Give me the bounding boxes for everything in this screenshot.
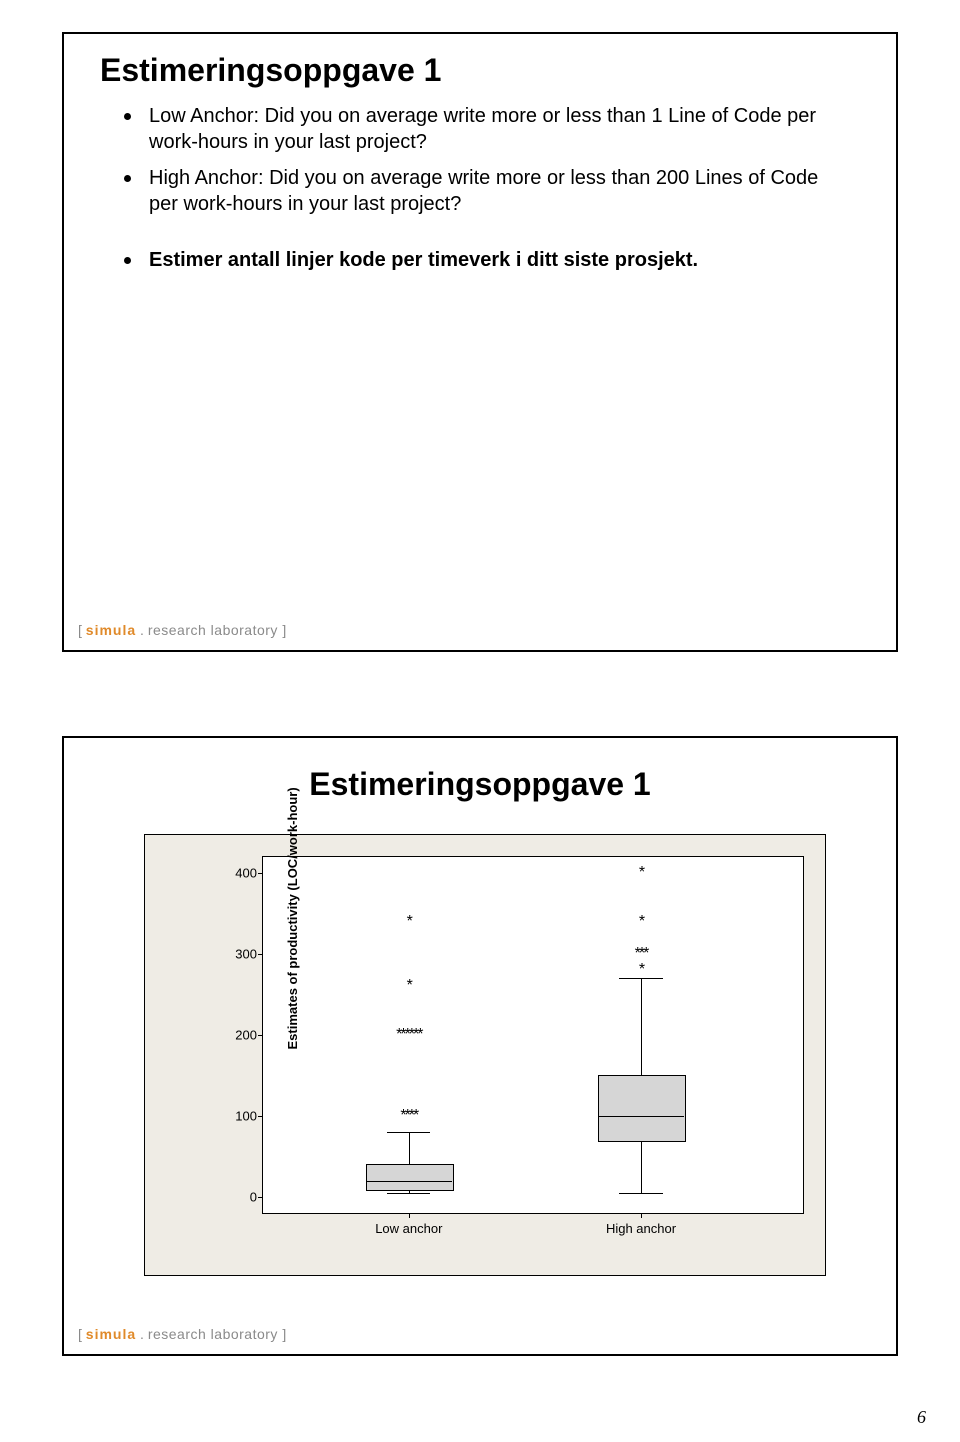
x-tick-mark xyxy=(409,1213,410,1218)
y-tick-label: 200 xyxy=(235,1028,257,1043)
outlier-marker: ****** xyxy=(396,1027,421,1043)
slide-1-bullets: Low Anchor: Did you on average write mor… xyxy=(124,103,848,273)
slide-1: Estimeringsoppgave 1 Low Anchor: Did you… xyxy=(62,32,898,652)
y-tick-label: 400 xyxy=(235,866,257,881)
y-tick-mark xyxy=(258,1197,263,1198)
bullet-dot-icon xyxy=(124,175,131,182)
whisker xyxy=(409,1132,410,1164)
box xyxy=(598,1075,686,1142)
whisker xyxy=(641,978,642,1075)
y-tick-label: 300 xyxy=(235,947,257,962)
logo-open: [ xyxy=(78,622,86,638)
outlier-marker: **** xyxy=(400,1108,417,1124)
whisker-cap xyxy=(619,1193,662,1194)
bullet-text: Estimer antall linjer kode per timeverk … xyxy=(149,247,698,273)
whisker-cap xyxy=(387,1132,430,1133)
bullet-dot-icon xyxy=(124,257,131,264)
whisker-cap xyxy=(619,978,662,979)
y-tick-mark xyxy=(258,873,263,874)
bullet-item: Estimer antall linjer kode per timeverk … xyxy=(124,247,848,273)
outlier-marker: *** xyxy=(635,946,648,962)
y-tick-label: 0 xyxy=(250,1189,257,1204)
logo-open: [ xyxy=(78,1326,86,1342)
outlier-marker: * xyxy=(639,865,643,881)
bullet-text: High Anchor: Did you on average write mo… xyxy=(149,165,848,217)
logo-rest: research laboratory ] xyxy=(148,622,287,638)
outlier-marker: * xyxy=(639,914,643,930)
boxplot-chart: Estimates of productivity (LOC/work-hour… xyxy=(144,834,824,1274)
brand-logo: [ simula . research laboratory ] xyxy=(78,622,287,638)
slide-2-title: Estimeringsoppgave 1 xyxy=(64,766,896,803)
box xyxy=(366,1164,454,1190)
page: Estimeringsoppgave 1 Low Anchor: Did you… xyxy=(0,0,960,1442)
logo-dot: . xyxy=(136,622,148,638)
slide-1-title: Estimeringsoppgave 1 xyxy=(100,52,896,89)
x-tick-label: Low anchor xyxy=(375,1221,442,1236)
logo-rest: research laboratory ] xyxy=(148,1326,287,1342)
whisker xyxy=(641,1140,642,1193)
outlier-marker: * xyxy=(407,978,411,994)
x-tick-label: High anchor xyxy=(606,1221,676,1236)
y-tick-mark xyxy=(258,1035,263,1036)
bullet-dot-icon xyxy=(124,113,131,120)
y-tick-mark xyxy=(258,954,263,955)
y-axis-label: Estimates of productivity (LOC/work-hour… xyxy=(285,787,300,1049)
outlier-marker: * xyxy=(407,914,411,930)
plot-area: Estimates of productivity (LOC/work-hour… xyxy=(262,856,804,1214)
y-tick-label: 100 xyxy=(235,1108,257,1123)
logo-brand: simula xyxy=(86,1326,136,1342)
page-number: 6 xyxy=(917,1407,926,1428)
x-tick-mark xyxy=(641,1213,642,1218)
whisker-cap xyxy=(387,1193,430,1194)
median-line xyxy=(366,1181,452,1182)
bullet-item: Low Anchor: Did you on average write mor… xyxy=(124,103,848,155)
logo-brand: simula xyxy=(86,622,136,638)
y-tick-mark xyxy=(258,1116,263,1117)
median-line xyxy=(598,1116,684,1117)
outlier-marker: * xyxy=(639,962,643,978)
logo-dot: . xyxy=(136,1326,148,1342)
slide-2: Estimeringsoppgave 1 Estimates of produc… xyxy=(62,736,898,1356)
brand-logo: [ simula . research laboratory ] xyxy=(78,1326,287,1342)
bullet-text: Low Anchor: Did you on average write mor… xyxy=(149,103,848,155)
bullet-item: High Anchor: Did you on average write mo… xyxy=(124,165,848,217)
